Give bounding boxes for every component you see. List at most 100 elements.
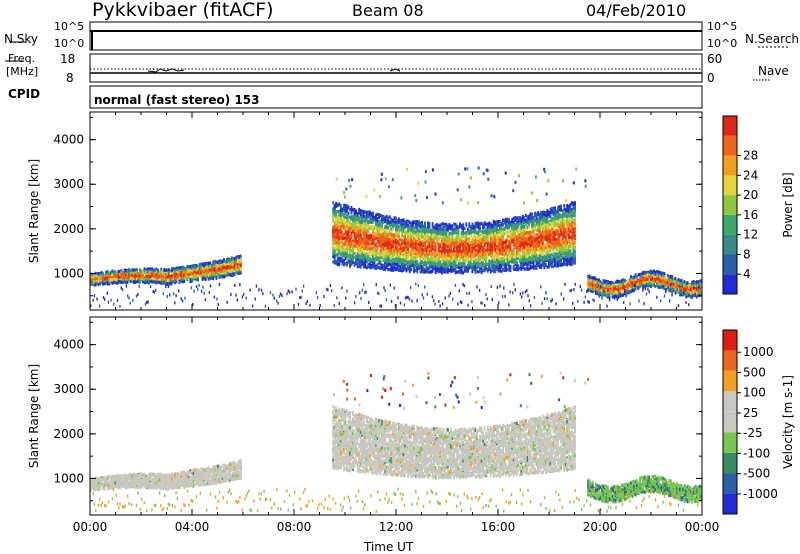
power-cell [480,255,483,259]
power-cell [431,259,434,263]
power-cell [218,270,221,274]
power-cell [134,268,137,272]
power-cell [433,253,435,257]
power-cell [375,223,377,227]
power-cell [362,222,365,227]
power-cell [236,271,239,276]
power-cell [411,244,414,248]
power-cell [157,272,160,276]
power-cell [224,274,227,278]
power-cell [430,235,432,239]
power-cell [421,244,423,249]
power-cell [384,258,387,262]
power-cell [338,202,341,206]
power-cell [445,270,448,274]
power-cell [221,275,224,279]
power-cell [391,266,394,270]
power-cell [414,250,417,254]
power-cell [347,241,350,245]
power-cell [456,270,458,274]
power-cell [335,234,338,238]
power-cell [361,223,364,227]
power-cell [401,263,403,267]
power-cell [477,270,480,274]
power-cell [376,265,379,269]
power-cell [431,228,434,232]
power-cell [126,270,129,274]
power-cell [381,228,383,232]
power-cell [416,233,419,238]
power-cell [379,239,382,243]
power-cell [410,228,413,232]
power-cell [145,278,147,282]
power-cell [456,234,458,238]
power-cell [436,256,439,261]
power-cell [346,244,348,248]
power-cell [154,274,157,278]
power-cell [448,232,451,236]
power-cell [390,220,393,225]
power-cell [447,240,449,244]
power-cell [152,268,155,272]
power-cell [404,252,406,257]
power-cell [111,273,114,277]
power-cell [116,271,118,276]
power-cell [239,259,242,263]
power-cell [356,261,359,265]
power-cell [339,259,342,263]
power-cell [385,229,388,233]
power-cell [411,246,414,251]
power-cell [430,241,432,245]
power-cell [468,244,471,248]
power-cell [341,224,344,228]
power-cell [365,234,368,238]
power-cell [367,264,370,268]
power-cell [445,254,448,258]
power-cell [349,242,351,246]
power-cell [129,279,132,284]
power-cell [160,278,163,282]
power-cell [431,257,434,261]
power-cell [408,228,411,232]
power-cell [200,271,202,275]
power-cell [404,245,406,249]
power-cell [358,250,361,254]
power-cell [201,263,204,267]
power-cell [402,228,405,232]
power-cell [428,225,431,229]
power-cell [207,277,210,281]
power-cell [395,239,397,243]
power-cell [346,239,348,243]
power-cell [456,265,458,269]
power-cell [414,256,417,260]
power-cell [387,233,390,237]
power-cell [195,274,198,278]
power-cell [470,261,472,265]
power-cell [427,258,429,262]
power-cell [369,212,371,216]
power-cell [476,221,478,225]
power-cell [439,266,442,270]
power-cell [336,229,339,233]
power-cell [447,270,449,274]
power-cell [457,241,460,246]
power-cell [439,224,442,228]
power-cell [390,236,393,240]
power-cell [460,243,463,247]
power-cell [430,247,432,251]
power-cell [341,233,344,237]
power-cell [395,220,397,224]
power-cell [347,211,350,215]
power-cell [346,209,348,213]
power-cell [209,267,212,271]
power-cell [447,245,449,249]
power-cell [402,268,405,272]
power-cell [236,263,239,267]
power-cell [391,233,394,237]
power-cell [192,272,195,276]
power-cell [376,235,379,240]
power-cell [143,267,146,271]
power-cell [154,280,157,284]
power-cell [382,253,385,257]
power-cell [422,256,425,260]
